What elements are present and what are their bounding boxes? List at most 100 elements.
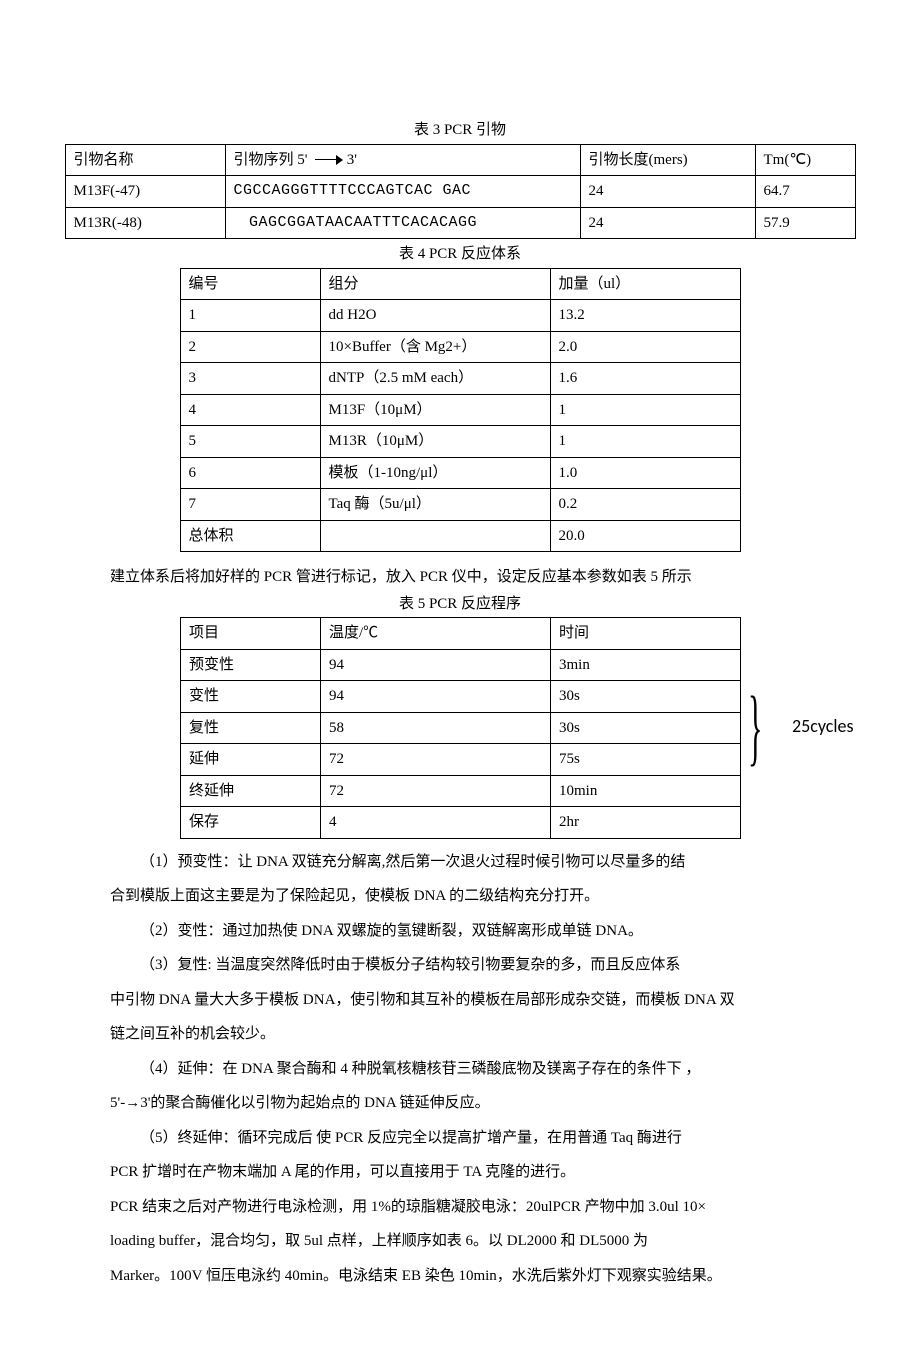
t4c: M13F（10μM） bbox=[320, 394, 550, 426]
t3-h4: Tm(℃) bbox=[755, 144, 855, 176]
table5-pcr-program: 项目 温度/℃ 时间 预变性943min 变性9430s 复性5830s 延伸7… bbox=[180, 617, 741, 839]
t4c: Taq 酶（5u/μl） bbox=[320, 489, 550, 521]
t4c: 7 bbox=[180, 489, 320, 521]
table3-header-row: 引物名称 引物序列 5' 3' 引物长度(mers) Tm(℃) bbox=[65, 144, 855, 176]
table4-row: 6模板（1-10ng/μl）1.0 bbox=[180, 457, 740, 489]
table5-row: 终延伸7210min bbox=[181, 775, 741, 807]
para: 中引物 DNA 量大大多于模板 DNA，使引物和其互补的模板在局部形成杂交链，而… bbox=[110, 983, 810, 1018]
t4c: 1.0 bbox=[550, 457, 740, 489]
t4c: 1 bbox=[550, 426, 740, 458]
t3-h3: 引物长度(mers) bbox=[580, 144, 755, 176]
t5c: 58 bbox=[321, 712, 551, 744]
t4-h2: 加量（ul） bbox=[550, 268, 740, 300]
t5c: 3min bbox=[551, 649, 741, 681]
t3-h2-pre: 引物序列 5' bbox=[234, 152, 312, 168]
t5c: 预变性 bbox=[181, 649, 321, 681]
t5c: 终延伸 bbox=[181, 775, 321, 807]
t4c: 4 bbox=[180, 394, 320, 426]
para: 合到模版上面这主要是为了保险起见，使模板 DNA 的二级结构充分打开。 bbox=[110, 879, 810, 914]
brace-icon: } bbox=[748, 683, 762, 769]
table5-row: 延伸7275s bbox=[181, 744, 741, 776]
table5-container: 项目 温度/℃ 时间 预变性943min 变性9430s 复性5830s 延伸7… bbox=[180, 617, 740, 839]
t4c: 2 bbox=[180, 331, 320, 363]
t5c: 变性 bbox=[181, 681, 321, 713]
table5-intro: 建立体系后将加好样的 PCR 管进行标记，放入 PCR 仪中，设定反应基本参数如… bbox=[110, 566, 860, 589]
t5c: 72 bbox=[321, 775, 551, 807]
para: （1）预变性：让 DNA 双链充分解离,然后第一次退火过程时候引物可以尽量多的结 bbox=[110, 845, 810, 880]
t5c: 4 bbox=[321, 807, 551, 839]
t5c: 2hr bbox=[551, 807, 741, 839]
t4c: 20.0 bbox=[550, 520, 740, 552]
table4-header-row: 编号 组分 加量（ul） bbox=[180, 268, 740, 300]
t4c bbox=[320, 520, 550, 552]
t5c: 94 bbox=[321, 649, 551, 681]
t5-h1: 温度/℃ bbox=[321, 618, 551, 650]
table4-pcr-reaction-system: 编号 组分 加量（ul） 1dd H2O13.2 210×Buffer（含 Mg… bbox=[180, 268, 741, 553]
t5-h0: 项目 bbox=[181, 618, 321, 650]
para: （5）终延伸：循环完成后 使 PCR 反应完全以提高扩增产量，在用普通 Taq … bbox=[110, 1121, 810, 1156]
table5-header-row: 项目 温度/℃ 时间 bbox=[181, 618, 741, 650]
t3-r0c0: M13F(-47) bbox=[65, 176, 225, 208]
table3-row: M13R(-48) GAGCGGATAACAATTTCACACAGG 24 57… bbox=[65, 207, 855, 239]
arrow-icon bbox=[315, 155, 343, 165]
table4-title: 表 4 PCR 反应体系 bbox=[60, 243, 860, 266]
table5-row: 变性9430s bbox=[181, 681, 741, 713]
t4c: 5 bbox=[180, 426, 320, 458]
t4c: 10×Buffer（含 Mg2+） bbox=[320, 331, 550, 363]
t4c: 1 bbox=[180, 300, 320, 332]
t3-h2-post: 3' bbox=[347, 152, 357, 168]
t4c: dd H2O bbox=[320, 300, 550, 332]
table5-row: 复性5830s bbox=[181, 712, 741, 744]
body-text: （1）预变性：让 DNA 双链充分解离,然后第一次退火过程时候引物可以尽量多的结… bbox=[110, 845, 810, 1294]
table3-title: 表 3 PCR 引物 bbox=[60, 119, 860, 142]
table4-row: 总体积 20.0 bbox=[180, 520, 740, 552]
t4c: 13.2 bbox=[550, 300, 740, 332]
table4-row: 1dd H2O13.2 bbox=[180, 300, 740, 332]
t4c: 总体积 bbox=[180, 520, 320, 552]
t3-r1c3: 57.9 bbox=[755, 207, 855, 239]
t3-r0c1: CGCCAGGGTTTTCCCAGTCAC GAC bbox=[225, 176, 580, 208]
table5-title: 表 5 PCR 反应程序 bbox=[60, 593, 860, 616]
t5c: 30s bbox=[551, 681, 741, 713]
para: 链之间互补的机会较少。 bbox=[110, 1017, 810, 1052]
para: 5'-→3'的聚合酶催化以引物为起始点的 DNA 链延伸反应。 bbox=[110, 1086, 810, 1121]
table5-row: 预变性943min bbox=[181, 649, 741, 681]
t5-h2: 时间 bbox=[551, 618, 741, 650]
para: PCR 结束之后对产物进行电泳检测，用 1%的琼脂糖凝胶电泳：20ulPCR 产… bbox=[110, 1190, 810, 1225]
table3-pcr-primers: 引物名称 引物序列 5' 3' 引物长度(mers) Tm(℃) M13F(-4… bbox=[65, 144, 856, 240]
t5c: 延伸 bbox=[181, 744, 321, 776]
table4-row: 7Taq 酶（5u/μl）0.2 bbox=[180, 489, 740, 521]
t5c: 复性 bbox=[181, 712, 321, 744]
t3-r0c3: 64.7 bbox=[755, 176, 855, 208]
para: Marker。100V 恒压电泳约 40min。电泳结束 EB 染色 10min… bbox=[110, 1259, 810, 1294]
t4c: 0.2 bbox=[550, 489, 740, 521]
t3-h2: 引物序列 5' 3' bbox=[225, 144, 580, 176]
t5c: 72 bbox=[321, 744, 551, 776]
t4c: 3 bbox=[180, 363, 320, 395]
para: （3）复性: 当温度突然降低时由于模板分子结构较引物要复杂的多，而且反应体系 bbox=[110, 948, 810, 983]
t3-r1c2: 24 bbox=[580, 207, 755, 239]
t3-r1c1: GAGCGGATAACAATTTCACACAGG bbox=[225, 207, 580, 239]
t5c: 10min bbox=[551, 775, 741, 807]
t4c: 模板（1-10ng/μl） bbox=[320, 457, 550, 489]
t4c: 1.6 bbox=[550, 363, 740, 395]
table4-row: 3dNTP（2.5 mM each）1.6 bbox=[180, 363, 740, 395]
table4-row: 4M13F（10μM）1 bbox=[180, 394, 740, 426]
para: （2）变性：通过加热使 DNA 双螺旋的氢键断裂，双链解离形成单链 DNA。 bbox=[110, 914, 810, 949]
para: loading buffer，混合均匀，取 5ul 点样，上样顺序如表 6。以 … bbox=[110, 1224, 810, 1259]
t4c: 6 bbox=[180, 457, 320, 489]
t4-h1: 组分 bbox=[320, 268, 550, 300]
t5c: 75s bbox=[551, 744, 741, 776]
document-page: 表 3 PCR 引物 引物名称 引物序列 5' 3' 引物长度(mers) Tm… bbox=[0, 0, 920, 1353]
table3-row: M13F(-47) CGCCAGGGTTTTCCCAGTCAC GAC 24 6… bbox=[65, 176, 855, 208]
table4-row: 210×Buffer（含 Mg2+）2.0 bbox=[180, 331, 740, 363]
t4c: 1 bbox=[550, 394, 740, 426]
t4c: 2.0 bbox=[550, 331, 740, 363]
para: （4）延伸：在 DNA 聚合酶和 4 种脱氧核糖核苷三磷酸底物及镁离子存在的条件… bbox=[110, 1052, 810, 1087]
t3-r0c2: 24 bbox=[580, 176, 755, 208]
para: PCR 扩增时在产物末端加 A 尾的作用，可以直接用于 TA 克隆的进行。 bbox=[110, 1155, 810, 1190]
t3-r1c0: M13R(-48) bbox=[65, 207, 225, 239]
t4c: dNTP（2.5 mM each） bbox=[320, 363, 550, 395]
t5c: 94 bbox=[321, 681, 551, 713]
t5c: 保存 bbox=[181, 807, 321, 839]
